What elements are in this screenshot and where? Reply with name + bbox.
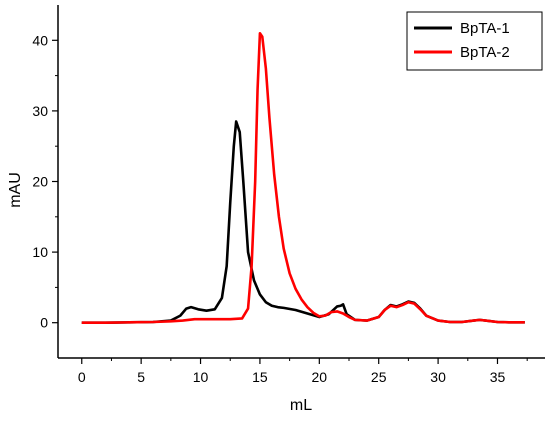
x-tick-label: 5 — [137, 369, 145, 385]
legend-label-bptA-1: BpTA-1 — [460, 20, 510, 37]
legend-label-bptA-2: BpTA-2 — [460, 44, 510, 61]
x-tick-label: 30 — [430, 369, 446, 385]
y-tick-label: 0 — [40, 315, 48, 331]
legend: BpTA-1 BpTA-2 — [406, 11, 543, 71]
y-tick-label: 10 — [32, 244, 48, 260]
legend-box — [406, 11, 543, 71]
series-line-bpta-2 — [81, 31, 525, 324]
x-tick-label: 15 — [252, 369, 268, 385]
y-tick-label: 20 — [32, 174, 48, 190]
y-ticks: 0 10 20 30 40 — [32, 32, 58, 331]
x-axis-title: mL — [290, 397, 312, 414]
plot-lines — [81, 31, 525, 324]
x-tick-label: 35 — [490, 369, 506, 385]
x-ticks: 0 5 10 15 20 25 30 35 — [78, 358, 528, 385]
x-tick-label: 20 — [312, 369, 328, 385]
x-tick-label: 25 — [371, 369, 387, 385]
y-tick-label: 30 — [32, 103, 48, 119]
x-tick-label: 10 — [193, 369, 209, 385]
y-axis-title: mAU — [7, 172, 24, 208]
y-tick-label: 40 — [32, 32, 48, 48]
x-tick-label: 0 — [78, 369, 86, 385]
